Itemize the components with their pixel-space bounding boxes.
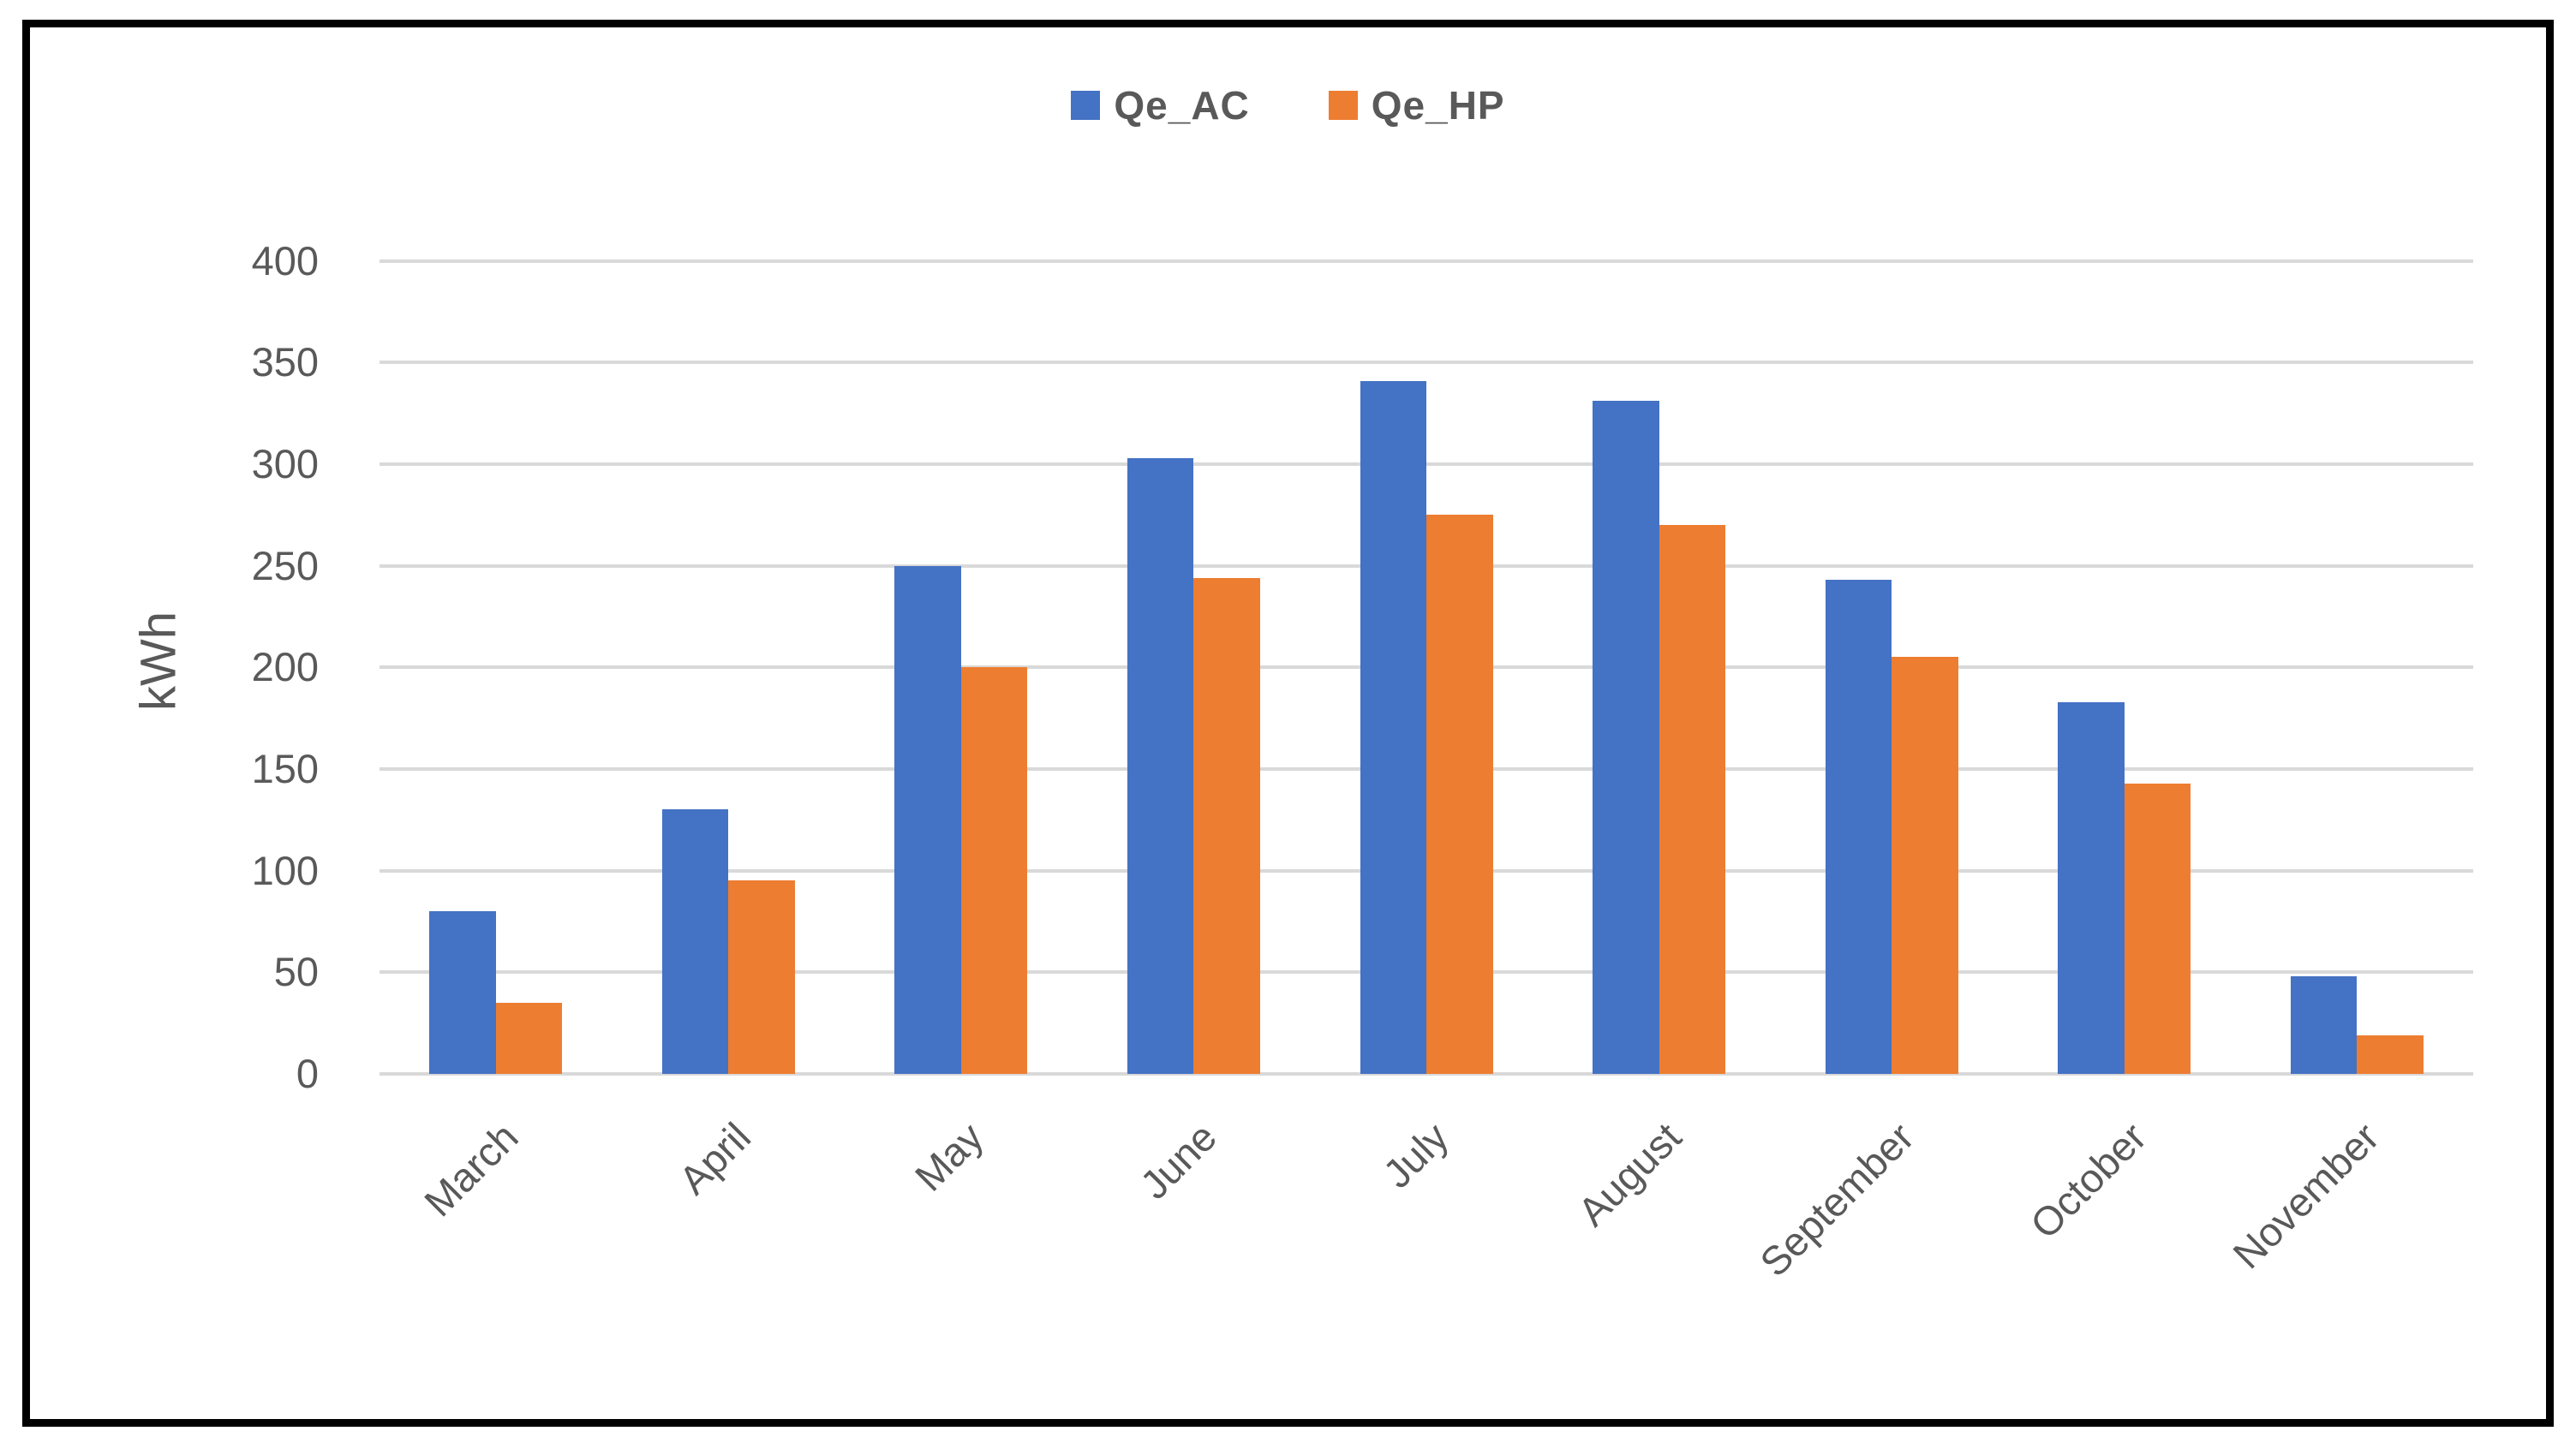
y-tick-label-400: 400 — [251, 237, 319, 283]
y-tick-label-350: 350 — [251, 339, 319, 385]
legend-swatch-qe-ac-icon — [1071, 91, 1101, 120]
bar-Qe_AC-March — [429, 911, 496, 1074]
bar-Qe_AC-July — [1360, 380, 1426, 1074]
legend-swatch-qe-hp-icon — [1328, 91, 1358, 120]
gridline-y-0 — [380, 1072, 2473, 1076]
gridline-y-300 — [380, 462, 2473, 466]
legend-label-qe-hp: Qe_HP — [1371, 83, 1505, 128]
bar-Qe_HP-October — [2124, 783, 2191, 1074]
bar-Qe_HP-November — [2357, 1035, 2424, 1074]
y-tick-label-50: 50 — [273, 949, 319, 995]
bar-Qe_HP-September — [1892, 657, 1958, 1074]
gridline-y-350 — [380, 361, 2473, 365]
y-tick-label-200: 200 — [251, 644, 319, 690]
bar-Qe_AC-November — [2290, 976, 2358, 1074]
bar-Qe_AC-September — [1825, 580, 1892, 1074]
bar-Qe_AC-April — [661, 809, 729, 1074]
chart-legend: Qe_AC Qe_HP — [0, 82, 2576, 128]
y-tick-label-0: 0 — [296, 1051, 319, 1096]
bar-Qe_HP-July — [1426, 515, 1493, 1074]
y-tick-label-300: 300 — [251, 440, 319, 486]
bar-Qe_HP-August — [1659, 525, 1726, 1074]
bar-Qe_AC-August — [1593, 401, 1659, 1074]
bar-Qe_AC-May — [894, 565, 961, 1074]
bar-Qe_HP-June — [1193, 577, 1260, 1074]
legend-label-qe-ac: Qe_AC — [1114, 83, 1250, 128]
bar-Qe_AC-October — [2058, 701, 2125, 1074]
y-tick-label-150: 150 — [251, 745, 319, 791]
bar-Qe_HP-May — [960, 667, 1028, 1074]
y-tick-label-100: 100 — [251, 847, 319, 893]
plot-area — [380, 257, 2473, 1077]
bar-Qe_HP-April — [728, 880, 795, 1074]
bar-Qe_AC-June — [1127, 457, 1194, 1074]
bar-Qe_HP-March — [495, 1002, 563, 1074]
gridline-y-400 — [380, 259, 2473, 263]
legend-item-qe-ac: Qe_AC — [1071, 82, 1249, 128]
legend-item-qe-hp: Qe_HP — [1328, 82, 1505, 128]
y-tick-label-250: 250 — [251, 542, 319, 588]
chart-outer-border — [22, 20, 2554, 1427]
